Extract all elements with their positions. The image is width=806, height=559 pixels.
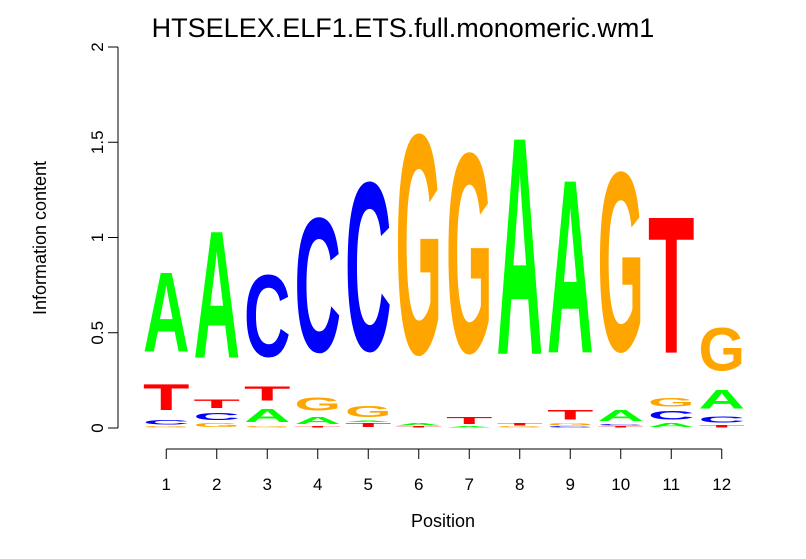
stack-position-8: GTA <box>497 73 544 428</box>
logo-letter-A: A <box>345 420 391 422</box>
logo-letter-A: A <box>598 407 644 424</box>
logo-letter-T: T <box>194 398 241 411</box>
logo-letter-T: T <box>446 415 492 426</box>
x-tick-label: 8 <box>515 475 524 494</box>
logo-letter-A: A <box>194 192 240 396</box>
x-axis: 1 2 3 4 5 6 7 8 9 10 11 12 <box>162 448 731 494</box>
logo-letter-G: G <box>396 68 442 420</box>
logo-letter-T: T <box>547 407 593 422</box>
logo-letter-A: A <box>648 422 695 428</box>
logo-letter-C: C <box>345 133 391 402</box>
logo-letter-C: C <box>194 411 240 423</box>
x-tick-label: 12 <box>712 475 731 494</box>
x-tick-label: 11 <box>662 475 680 494</box>
logo-letter-A: A <box>699 384 745 414</box>
logo-letter-A: A <box>143 248 190 376</box>
logo-letter-T: T <box>143 377 190 419</box>
x-tick-label: 1 <box>162 475 171 494</box>
x-tick-label: 4 <box>313 475 322 494</box>
logo-letter-G: G <box>648 396 694 409</box>
logo-letter-G: G <box>143 426 189 428</box>
logo-letter-A: A <box>295 415 341 427</box>
logo-letter-C: C <box>295 178 341 393</box>
logo-letter-G: G <box>295 394 341 415</box>
logo-letter-G: G <box>194 422 240 428</box>
logo-letter-C: C <box>648 409 694 422</box>
logo-letter-G: G <box>547 422 594 426</box>
logo-letter-A: A <box>244 405 291 426</box>
y-tick-label: 1.5 <box>88 130 107 154</box>
x-tick-label: 6 <box>414 475 423 494</box>
logo-letter-T: T <box>598 426 645 428</box>
logo-letter-G: G <box>598 118 644 406</box>
letter-stacks: GCTAGCTAGATCTAGCTAGCTAGATGGTACGTATCAGACG… <box>143 68 745 428</box>
logo-letter-C: C <box>699 415 745 425</box>
logo-letter-G: G <box>345 404 391 421</box>
logo-letter-T: T <box>244 382 291 405</box>
x-tick-label: 7 <box>465 475 474 494</box>
y-tick-label: 1 <box>88 233 107 242</box>
y-axis: 0 0.5 1 1.5 2 <box>88 42 119 433</box>
logo-letter-G: G <box>699 315 745 384</box>
logo-letter-T: T <box>497 422 544 426</box>
logo-letter-T: T <box>699 424 746 428</box>
logo-letter-A: A <box>446 426 492 428</box>
logo-letter-C: C <box>598 424 644 426</box>
logo-letter-A: A <box>396 422 442 426</box>
x-tick-label: 2 <box>212 475 221 494</box>
y-axis-title: Information content <box>30 161 50 315</box>
logo-letter-C: C <box>244 251 291 382</box>
x-tick-label: 3 <box>263 475 272 494</box>
stack-position-7: ATG <box>446 93 492 428</box>
y-tick-label: 0 <box>88 423 107 432</box>
logo-letter-A: A <box>547 129 593 406</box>
logo-letter-T: T <box>648 177 694 394</box>
x-tick-label: 5 <box>364 475 373 494</box>
logo-letter-T: T <box>295 426 342 428</box>
logo-letter-G: G <box>446 93 492 413</box>
y-tick-label: 0.5 <box>88 321 107 345</box>
logo-letter-G: G <box>497 426 543 428</box>
logo-letter-T: T <box>345 422 392 428</box>
logo-letter-T: T <box>396 426 443 428</box>
logo-letter-C: C <box>547 426 593 428</box>
logo-letter-C: C <box>143 419 189 427</box>
logo-letter-G: G <box>244 426 290 428</box>
chart-title: HTSELEX.ELF1.ETS.full.monomeric.wm1 <box>152 13 655 43</box>
logo-letter-A: A <box>497 73 543 421</box>
y-tick-label: 2 <box>88 42 107 51</box>
x-tick-label: 9 <box>566 475 575 494</box>
x-axis-title: Position <box>411 511 475 531</box>
stack-position-6: TAG <box>396 68 443 428</box>
x-tick-label: 10 <box>611 475 630 494</box>
